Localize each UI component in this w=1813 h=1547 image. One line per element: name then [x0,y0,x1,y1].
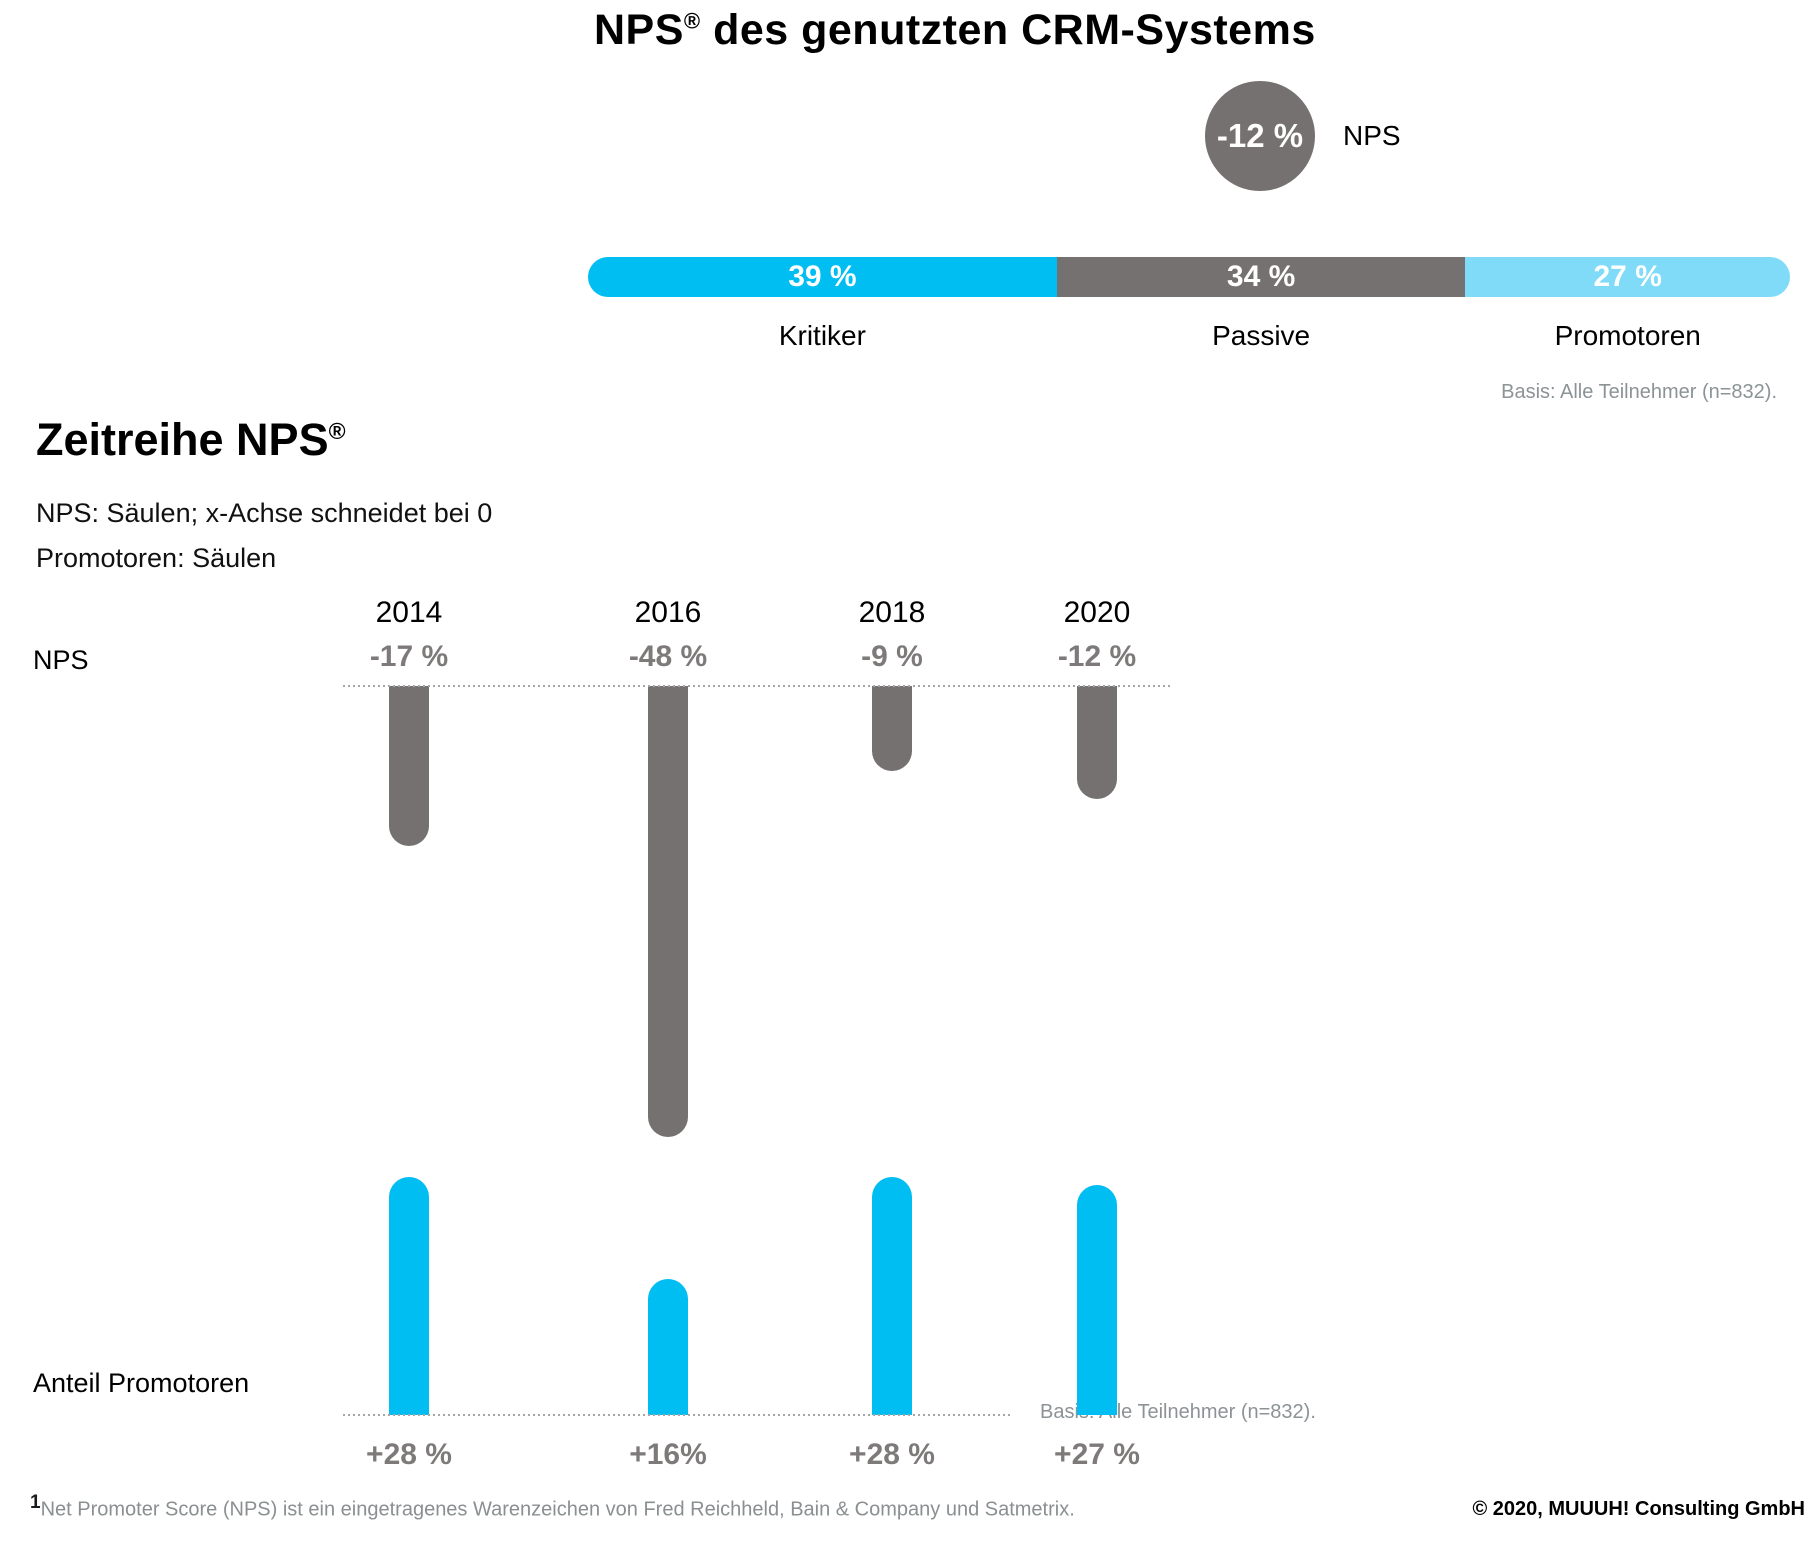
nps-score-label: NPS [1343,120,1401,151]
copyright: © 2020, MUUUH! Consulting GmbH [1472,1498,1805,1520]
segment-label-promotoren: Promotoren [1554,320,1701,351]
nps-distribution-bar: 39 % 34 % 27 % [588,257,1790,297]
promoters-value-label-2020: +27 % [1054,1438,1140,1471]
timeline-subtitle-promoters: Promotoren: Säulen [36,543,277,573]
year-label-2018: 2018 [858,596,926,629]
registered-trademark-icon: ® [328,418,346,444]
promoters-bar-2020 [1077,1185,1117,1415]
nps-score-value: -12 % [1216,117,1304,154]
year-label-2014: 2014 [375,596,443,629]
promoters-value-label-2014: +28 % [366,1438,452,1471]
promoters-bar-2014 [389,1177,429,1415]
registered-trademark-icon: ® [683,8,701,34]
nps-value-label-2018: -9 % [861,640,923,673]
promoters-axis-label: Anteil Promotoren [33,1368,250,1398]
page-title: NPS® des genutzten CRM-Systems [594,6,1316,54]
section-heading: Zeitreihe NPS® [36,414,346,465]
year-label-2016: 2016 [634,596,702,629]
footnote: 1Net Promoter Score (NPS) ist ein einget… [30,1492,1075,1521]
promoters-value-label-2016: +16% [629,1438,707,1471]
nps-bar-2020 [1077,686,1117,799]
basis-note-top: Basis: Alle Teilnehmer (n=832). [1501,381,1777,403]
segment-label-kritiker: Kritiker [778,320,866,351]
promoters-zero-axis [343,1414,1012,1416]
distribution-segment-kritiker: 39 % [588,257,1057,297]
promoters-value-label-2018: +28 % [849,1438,935,1471]
distribution-segment-passive: 34 % [1056,257,1466,297]
footnote-marker: 1 [30,1492,41,1513]
promoters-bar-2016 [648,1279,688,1415]
promoters-bar-2018 [872,1177,912,1415]
year-label-2020: 2020 [1063,596,1131,629]
nps-bar-2014 [389,686,429,846]
nps-axis-label: NPS [33,645,89,675]
segment-label-passive: Passive [1212,320,1311,351]
nps-zero-axis [343,685,1170,687]
nps-bar-2018 [872,686,912,771]
timeline-subtitle-nps: NPS: Säulen; x-Achse schneidet bei 0 [36,498,493,528]
nps-score-circle: -12 % [1205,81,1315,191]
nps-bar-2016 [648,686,688,1137]
nps-value-label-2014: -17 % [369,640,449,673]
distribution-segment-promotoren: 27 % [1465,257,1790,297]
nps-value-label-2016: -48 % [628,640,708,673]
nps-value-label-2020: -12 % [1057,640,1137,673]
